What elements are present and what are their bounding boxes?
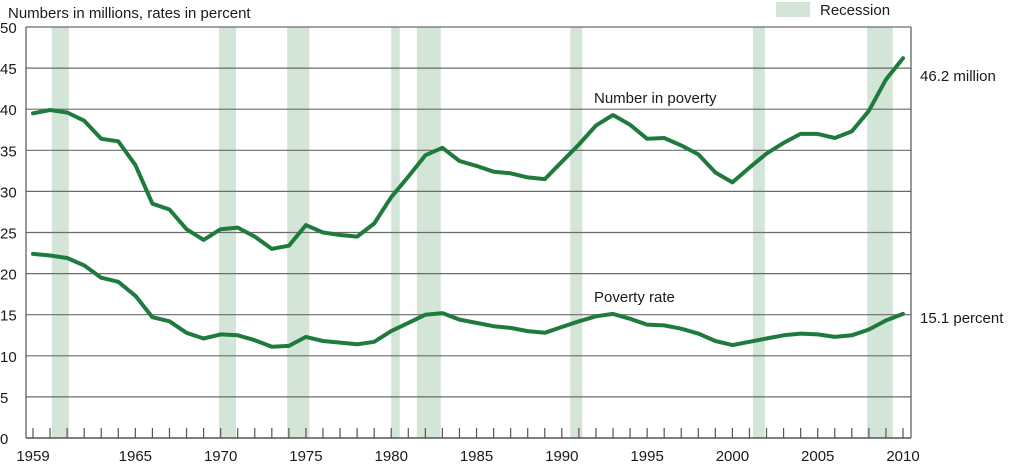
- x-tick-label: 1985: [460, 448, 493, 465]
- y-tick-label: 20: [0, 267, 17, 284]
- y-tick-label: 25: [0, 226, 17, 243]
- y-tick-label: 10: [0, 349, 17, 366]
- series-label-number-in-poverty: Number in poverty: [594, 90, 717, 107]
- x-ticks: 1959 1965 1970 1975 1980 1985 1990 1995 2000 2005…: [16, 428, 920, 465]
- y-tick-label: 30: [0, 184, 17, 201]
- x-tick-label: 1980: [375, 448, 408, 465]
- legend-recession-label: Recession: [820, 2, 890, 19]
- end-label-poverty-rate: 15.1 percent: [920, 310, 1004, 327]
- x-tick-label: 1959: [16, 448, 49, 465]
- series-labels: Number in poverty Poverty rate 46.2 mill…: [594, 68, 1004, 327]
- x-tick-label: 1970: [204, 448, 237, 465]
- legend-recession-swatch: [776, 2, 810, 17]
- x-tick-label: 1995: [630, 448, 663, 465]
- end-label-number-in-poverty: 46.2 million: [920, 68, 996, 85]
- line-poverty-rate: [31, 251, 905, 349]
- series-lines: [31, 56, 905, 349]
- y-tick-label: 45: [0, 61, 17, 78]
- series-label-poverty-rate: Poverty rate: [594, 289, 675, 306]
- y-axis-label: Numbers in millions, rates in percent: [8, 5, 251, 22]
- x-tick-label: 1965: [119, 448, 152, 465]
- y-tick-label: 40: [0, 102, 17, 119]
- y-tick-label: 50: [0, 20, 17, 37]
- gridlines: [25, 26, 912, 439]
- x-tick-label: 2010: [886, 448, 919, 465]
- x-tick-label: 1990: [545, 448, 578, 465]
- line-number-in-poverty: [31, 56, 905, 251]
- y-tick-label: 5: [0, 390, 8, 407]
- y-tick-label: 35: [0, 143, 17, 160]
- y-tick-label: 0: [0, 431, 8, 448]
- legend: Recession: [776, 2, 890, 19]
- y-tick-label: 15: [0, 308, 17, 325]
- x-tick-label: 2005: [801, 448, 834, 465]
- x-tick-label: 1975: [289, 448, 322, 465]
- x-tick-label: 2000: [716, 448, 749, 465]
- y-tick-labels: 0 5 10 15 20 25 30 35 40 45 50: [0, 20, 17, 448]
